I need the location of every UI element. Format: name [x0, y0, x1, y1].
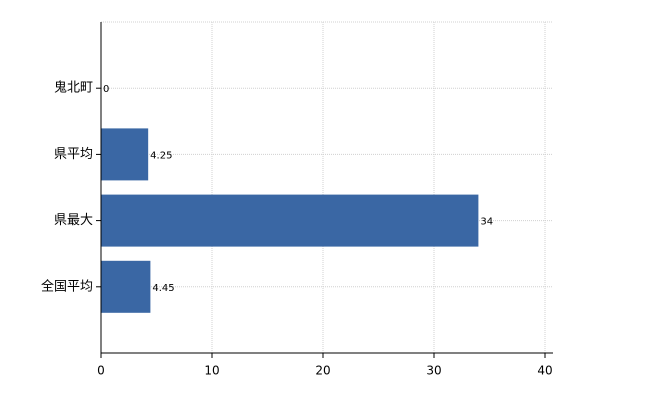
bar — [101, 128, 149, 181]
y-tick-label: 鬼北町 — [54, 80, 93, 96]
x-tick-label: 10 — [204, 364, 219, 378]
x-tick-label: 30 — [426, 364, 441, 378]
data-label: 4.45 — [152, 283, 174, 294]
y-tick-label: 県最大 — [54, 213, 93, 228]
bar — [101, 194, 479, 247]
y-tick-label: 県平均 — [54, 147, 93, 162]
x-tick-label: 20 — [315, 364, 330, 378]
data-label: 4.25 — [150, 150, 172, 161]
data-label: 0 — [103, 84, 109, 95]
y-tick-label: 全国平均 — [41, 278, 93, 294]
data-label: 34 — [480, 217, 493, 228]
x-tick-label: 40 — [537, 364, 552, 378]
bar — [101, 260, 151, 313]
x-tick-label: 0 — [97, 364, 105, 378]
